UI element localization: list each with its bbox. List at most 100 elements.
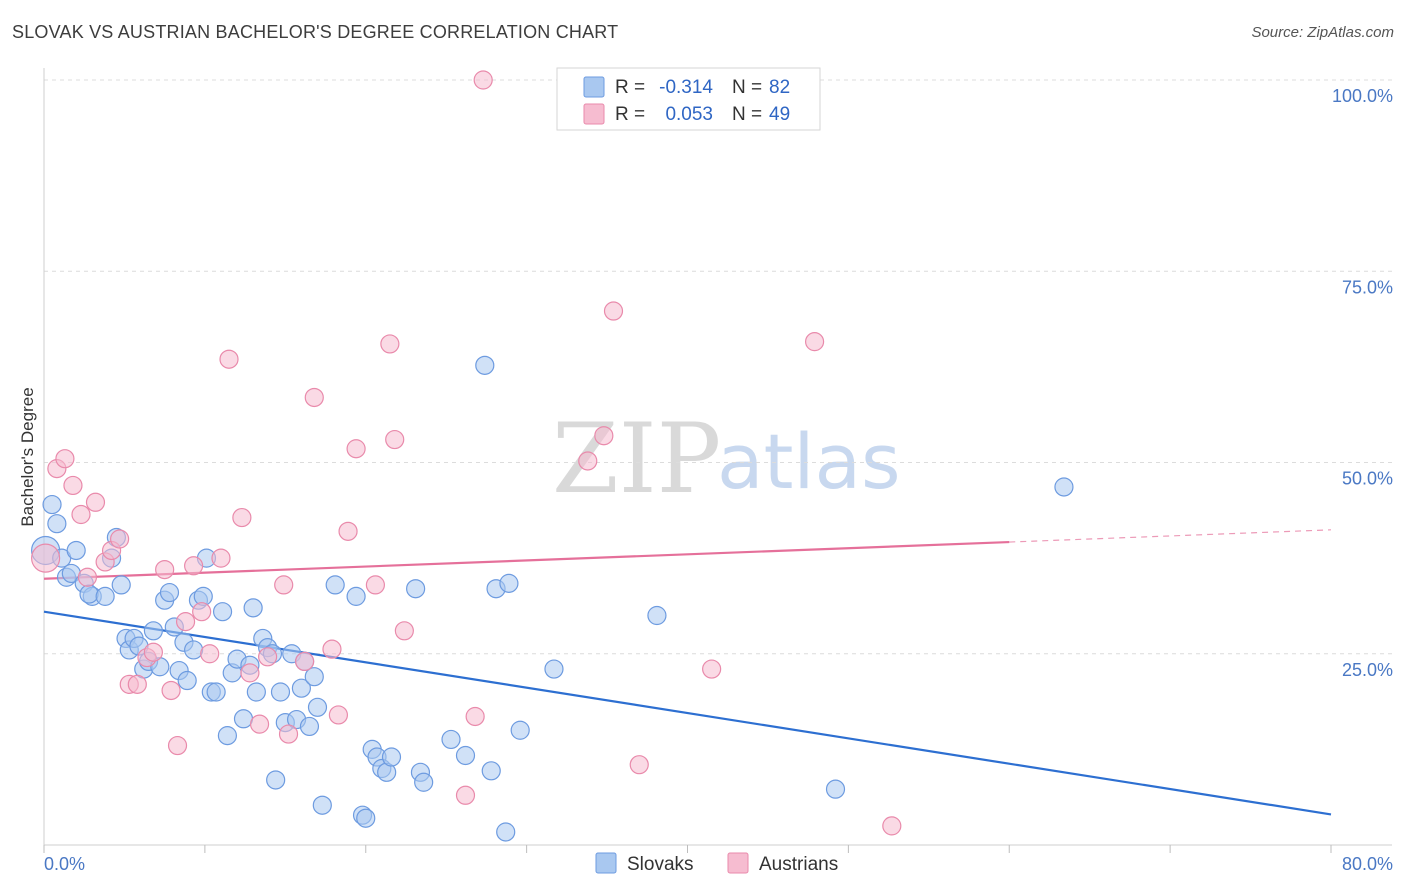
point-slovaks-55	[312, 795, 332, 815]
correlation-legend: R = -0.314 N = 82 R = 0.053 N = 49	[556, 67, 821, 131]
point-austrians-16	[167, 735, 188, 756]
point-slovaks-27	[177, 670, 197, 691]
legend-n-value-slovaks: 82	[769, 77, 790, 98]
point-slovaks-71	[481, 761, 501, 781]
watermark-atlas: atlas	[717, 417, 901, 506]
legend-r-label-austrians: R =	[615, 104, 645, 125]
point-slovaks-64	[381, 747, 402, 767]
point-slovaks-59	[356, 808, 376, 828]
point-austrians-17	[175, 612, 196, 632]
point-slovaks-1	[42, 494, 62, 515]
point-austrians-15	[161, 680, 181, 701]
point-austrians-24	[240, 663, 260, 683]
point-slovaks-50	[291, 678, 311, 698]
point-slovaks-74	[499, 573, 519, 593]
legend-n-label-austrians: N =	[732, 104, 762, 125]
point-austrians-6	[85, 492, 106, 512]
point-slovaks-52	[299, 716, 320, 737]
point-austrians-18	[184, 556, 204, 576]
point-slovaks-45	[266, 770, 286, 790]
series-legend-swatch-slovaks	[595, 852, 617, 874]
x-tick-label-max: 80.0%	[1342, 854, 1393, 874]
point-slovaks-9	[79, 584, 99, 604]
point-slovaks-35	[217, 726, 237, 746]
point-austrians-32	[328, 705, 349, 725]
legend-swatch-austrians	[583, 103, 605, 125]
point-austrians-26	[258, 647, 278, 667]
point-austrians-14	[155, 559, 175, 580]
point-austrians-30	[304, 387, 324, 408]
y-axis-label: Bachelor's Degree	[18, 387, 37, 526]
y-tick-label-1: 50.0%	[1342, 469, 1393, 489]
point-austrians-40	[465, 706, 485, 727]
point-austrians-22	[219, 349, 239, 369]
series-legend-label-austrians: Austrians	[759, 854, 838, 875]
watermark: ZIP atlas	[552, 403, 901, 515]
point-austrians-35	[365, 575, 386, 595]
point-austrians-11	[127, 674, 147, 694]
point-austrians-34	[346, 439, 366, 459]
point-austrians-9	[110, 529, 130, 549]
point-slovaks-70	[475, 355, 495, 375]
point-austrians-48	[882, 816, 902, 836]
point-slovaks-65	[406, 579, 426, 599]
legend-swatch-slovaks	[583, 76, 605, 98]
point-slovaks-6	[66, 540, 86, 561]
point-slovaks-23	[159, 582, 180, 603]
point-austrians-38	[394, 621, 414, 641]
legend-r-value-slovaks: -0.314	[659, 77, 713, 98]
point-austrians-28	[278, 724, 299, 744]
point-slovaks-79	[1054, 477, 1074, 497]
point-slovaks-69	[455, 745, 476, 766]
y-tick-labels: 25.0% 50.0% 75.0% 100.0%	[1332, 86, 1393, 680]
point-austrians-47	[804, 332, 825, 352]
point-austrians-2	[55, 449, 75, 469]
point-slovaks-56	[325, 575, 345, 595]
point-slovaks-75	[510, 720, 530, 740]
point-slovaks-78	[825, 779, 846, 799]
point-slovaks-13	[111, 575, 131, 595]
chart-title: SLOVAK VS AUSTRIAN BACHELOR'S DEGREE COR…	[12, 22, 619, 42]
y-tick-label-2: 75.0%	[1342, 277, 1393, 297]
point-austrians-44	[603, 301, 624, 321]
point-slovaks-67	[414, 772, 434, 792]
point-austrians-39	[455, 785, 476, 805]
point-austrians-45	[629, 755, 649, 775]
point-austrians-31	[322, 639, 342, 659]
trend-line-austrians	[43, 540, 1010, 580]
point-slovaks-38	[233, 709, 254, 729]
point-austrians-36	[380, 334, 400, 354]
watermark-zip: ZIP	[552, 403, 721, 515]
point-austrians-43	[594, 426, 614, 446]
point-austrians-13	[143, 642, 163, 662]
point-slovaks-54	[307, 697, 328, 717]
point-slovaks-41	[246, 682, 266, 702]
point-austrians-25	[249, 714, 270, 734]
legend-n-value-austrians: 49	[769, 104, 790, 125]
y-tick-label-3: 100.0%	[1332, 86, 1393, 106]
point-austrians-41	[473, 70, 493, 90]
point-slovaks-20	[143, 621, 163, 641]
point-austrians-19	[192, 602, 212, 622]
point-slovaks-10	[95, 586, 115, 606]
axes	[43, 68, 1392, 853]
series-legend: Slovaks Austrians	[595, 852, 838, 875]
point-slovaks-68	[441, 729, 461, 750]
point-austrians-0	[31, 543, 61, 573]
point-austrians-33	[338, 521, 358, 541]
point-austrians-21	[211, 548, 231, 568]
legend-n-label-slovaks: N =	[732, 77, 762, 98]
legend-r-label-slovaks: R =	[615, 77, 645, 98]
point-austrians-37	[385, 429, 405, 450]
point-slovaks-46	[270, 682, 291, 702]
data-points	[31, 70, 1074, 842]
point-austrians-3	[63, 475, 83, 496]
x-tick-label-min: 0.0%	[44, 854, 85, 874]
point-austrians-4	[71, 504, 91, 525]
point-slovaks-33	[206, 682, 226, 702]
point-slovaks-34	[212, 602, 233, 622]
point-slovaks-40	[243, 598, 263, 618]
point-slovaks-73	[496, 822, 516, 842]
trend-line-austrians-projection	[1009, 529, 1332, 543]
